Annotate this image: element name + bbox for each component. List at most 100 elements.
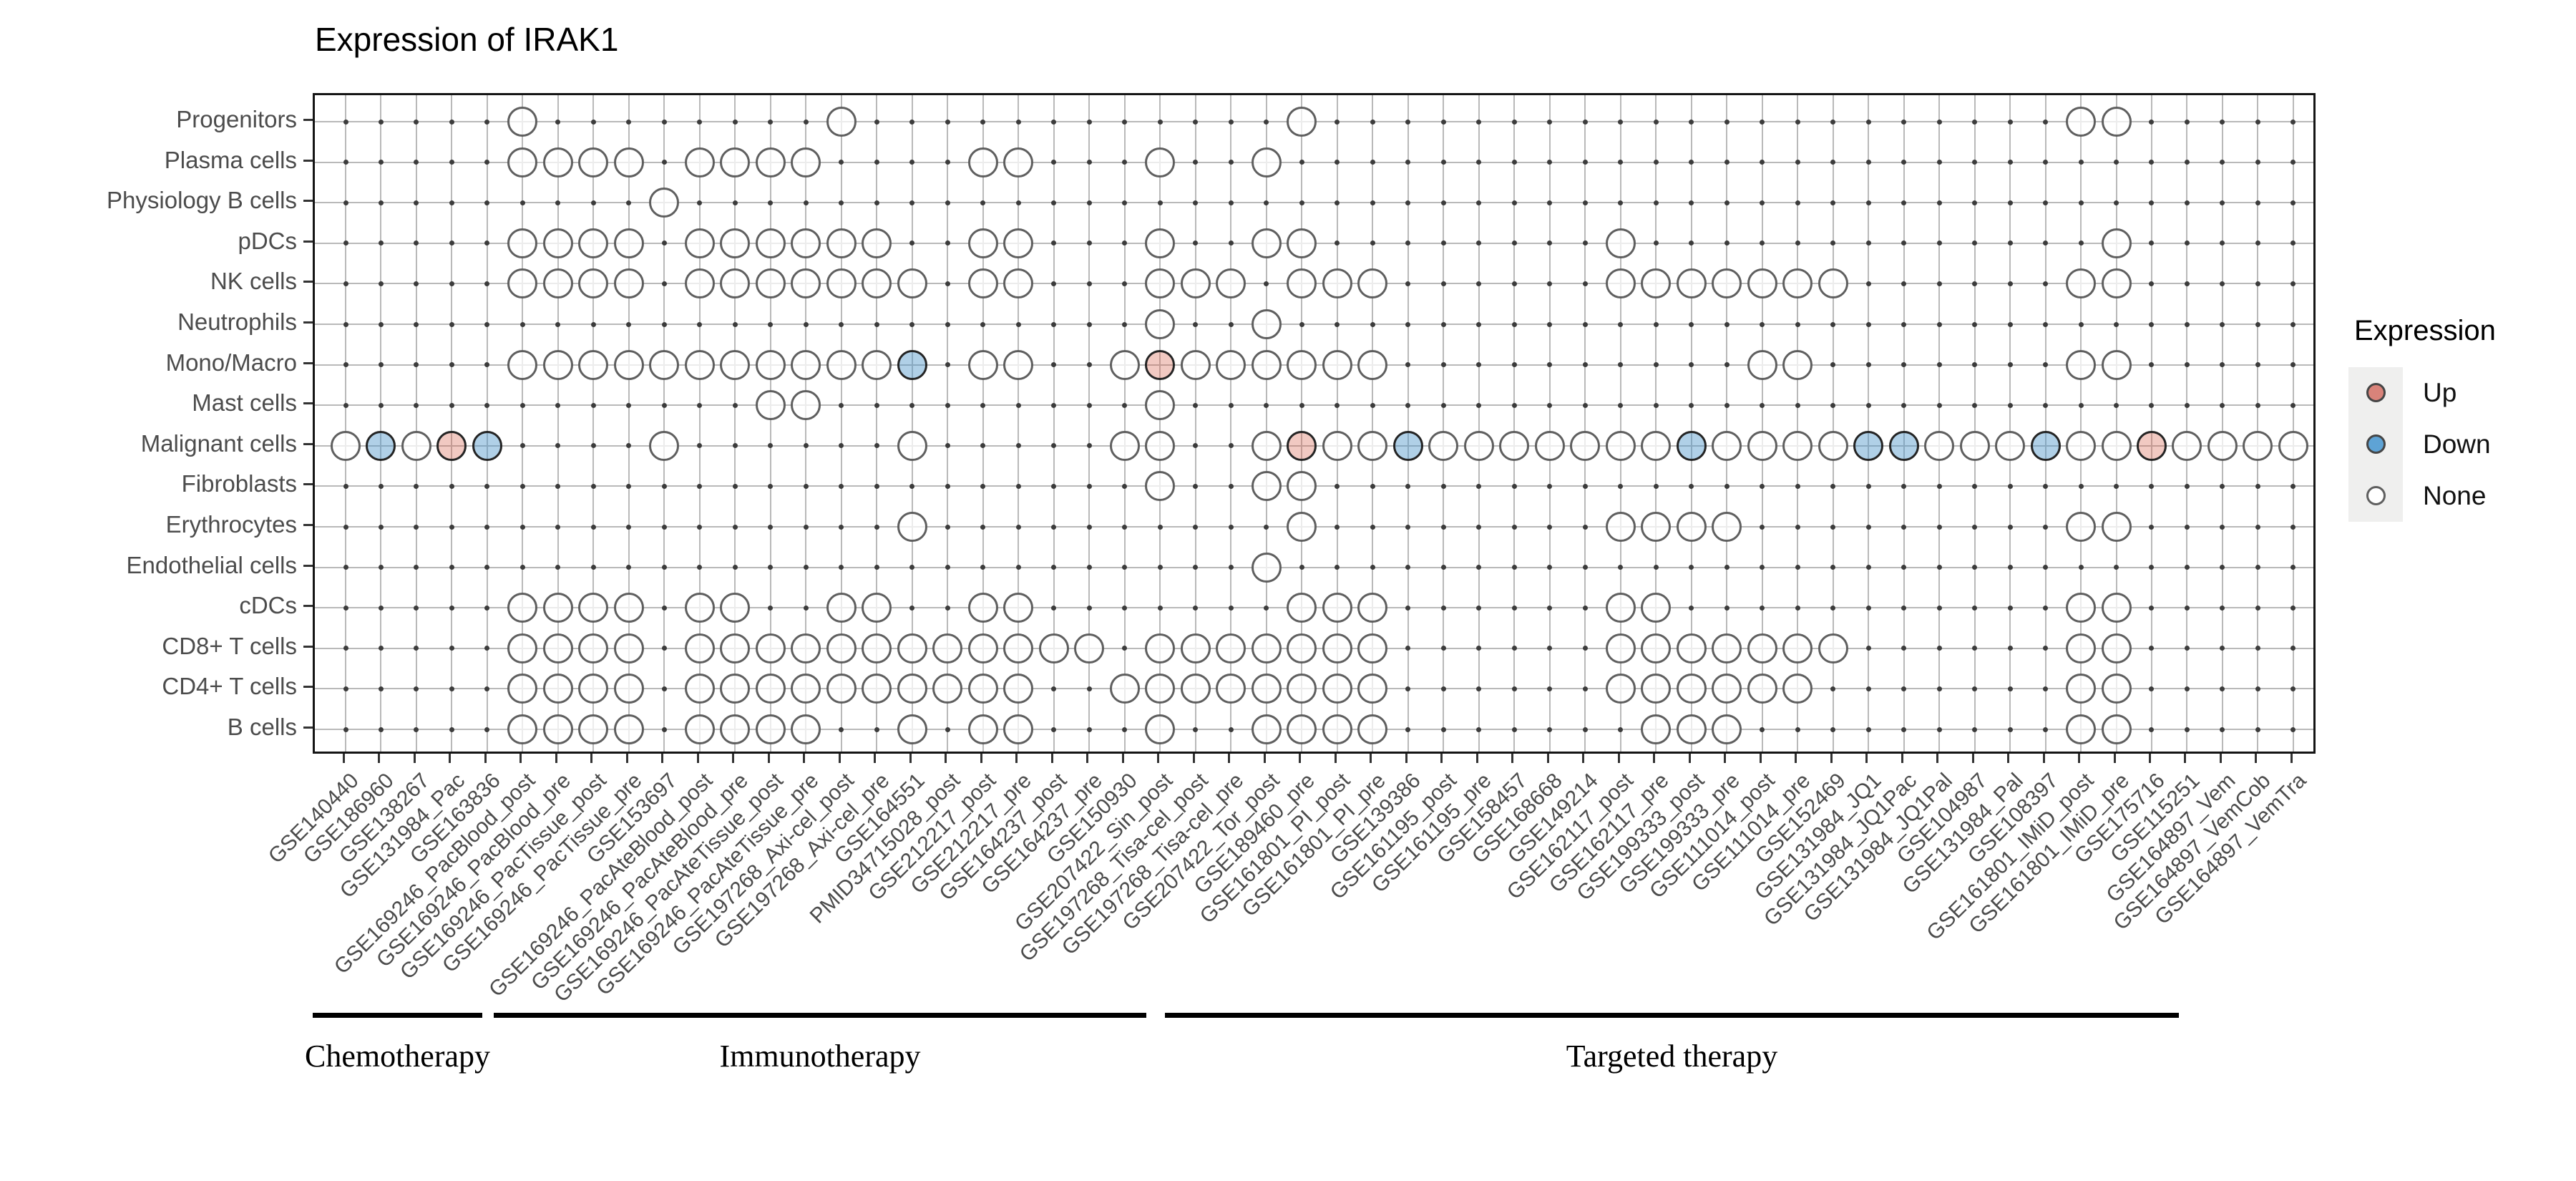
expression-circle-none[interactable]	[1322, 674, 1352, 704]
expression-circle-none[interactable]	[1287, 512, 1317, 542]
expression-circle-none[interactable]	[2101, 349, 2132, 380]
expression-circle-none[interactable]	[1287, 633, 1317, 664]
expression-circle-none[interactable]	[1357, 430, 1388, 461]
expression-circle-none[interactable]	[1641, 674, 1672, 704]
expression-circle-none[interactable]	[1605, 268, 1636, 299]
expression-circle-none[interactable]	[578, 593, 609, 623]
expression-circle-none[interactable]	[2101, 107, 2132, 137]
y-axis-label[interactable]: Mono/Macro	[165, 349, 297, 376]
expression-circle-none[interactable]	[1251, 430, 1282, 461]
expression-circle-none[interactable]	[1145, 471, 1176, 502]
expression-circle-none[interactable]	[1641, 268, 1672, 299]
expression-circle-none[interactable]	[1357, 714, 1388, 744]
expression-circle-none[interactable]	[720, 714, 751, 744]
expression-circle-none[interactable]	[897, 512, 927, 542]
expression-circle-none[interactable]	[684, 633, 715, 664]
expression-circle-none[interactable]	[1180, 633, 1211, 664]
expression-circle-up[interactable]	[2136, 430, 2167, 461]
expression-circle-none[interactable]	[967, 633, 998, 664]
expression-circle-none[interactable]	[791, 349, 821, 380]
expression-circle-none[interactable]	[542, 349, 573, 380]
expression-circle-none[interactable]	[1428, 430, 1459, 461]
expression-circle-none[interactable]	[932, 633, 963, 664]
expression-circle-none[interactable]	[897, 268, 927, 299]
expression-circle-none[interactable]	[897, 430, 927, 461]
expression-circle-none[interactable]	[1003, 674, 1034, 704]
expression-circle-none[interactable]	[1712, 512, 1742, 542]
expression-circle-none[interactable]	[967, 228, 998, 258]
expression-circle-none[interactable]	[1322, 593, 1352, 623]
expression-circle-none[interactable]	[755, 674, 786, 704]
expression-circle-none[interactable]	[613, 593, 644, 623]
expression-circle-none[interactable]	[1251, 309, 1282, 339]
expression-circle-none[interactable]	[2101, 714, 2132, 744]
expression-circle-none[interactable]	[1747, 430, 1777, 461]
expression-circle-none[interactable]	[1109, 430, 1140, 461]
expression-circle-none[interactable]	[967, 674, 998, 704]
expression-circle-none[interactable]	[1287, 228, 1317, 258]
expression-circle-none[interactable]	[1145, 390, 1176, 421]
expression-circle-none[interactable]	[1641, 593, 1672, 623]
expression-circle-none[interactable]	[826, 674, 857, 704]
expression-circle-none[interactable]	[862, 593, 892, 623]
expression-circle-none[interactable]	[1782, 633, 1813, 664]
expression-circle-none[interactable]	[578, 147, 609, 178]
expression-circle-none[interactable]	[897, 674, 927, 704]
expression-circle-none[interactable]	[1712, 633, 1742, 664]
expression-circle-none[interactable]	[791, 268, 821, 299]
expression-circle-none[interactable]	[1109, 674, 1140, 704]
expression-circle-none[interactable]	[1782, 268, 1813, 299]
expression-circle-none[interactable]	[1145, 430, 1176, 461]
expression-circle-none[interactable]	[1003, 268, 1034, 299]
expression-circle-none[interactable]	[967, 714, 998, 744]
y-axis-label[interactable]: NK cells	[210, 268, 297, 295]
expression-circle-down[interactable]	[2030, 430, 2061, 461]
expression-circle-none[interactable]	[1251, 228, 1282, 258]
expression-circle-none[interactable]	[1074, 633, 1105, 664]
expression-circle-none[interactable]	[862, 268, 892, 299]
expression-circle-none[interactable]	[791, 674, 821, 704]
expression-circle-none[interactable]	[1180, 674, 1211, 704]
expression-circle-none[interactable]	[1251, 349, 1282, 380]
expression-circle-none[interactable]	[1641, 512, 1672, 542]
expression-circle-none[interactable]	[1322, 268, 1352, 299]
expression-circle-none[interactable]	[862, 633, 892, 664]
expression-circle-none[interactable]	[542, 228, 573, 258]
expression-circle-none[interactable]	[2101, 228, 2132, 258]
expression-circle-none[interactable]	[1924, 430, 1955, 461]
expression-circle-none[interactable]	[720, 674, 751, 704]
expression-circle-none[interactable]	[507, 228, 538, 258]
expression-circle-none[interactable]	[542, 714, 573, 744]
expression-circle-none[interactable]	[2066, 268, 2096, 299]
expression-circle-none[interactable]	[613, 349, 644, 380]
expression-circle-none[interactable]	[1287, 593, 1317, 623]
expression-circle-none[interactable]	[2066, 714, 2096, 744]
y-axis-label[interactable]: CD4+ T cells	[162, 673, 297, 700]
expression-circle-none[interactable]	[1676, 714, 1707, 744]
expression-circle-down[interactable]	[1888, 430, 1919, 461]
expression-circle-none[interactable]	[1251, 674, 1282, 704]
y-axis-label[interactable]: Neutrophils	[177, 308, 297, 335]
expression-circle-none[interactable]	[1605, 674, 1636, 704]
expression-circle-none[interactable]	[755, 228, 786, 258]
expression-circle-none[interactable]	[507, 147, 538, 178]
y-axis-label[interactable]: CD8+ T cells	[162, 632, 297, 659]
expression-circle-none[interactable]	[1959, 430, 1990, 461]
expression-circle-down[interactable]	[1392, 430, 1423, 461]
expression-circle-none[interactable]	[720, 633, 751, 664]
expression-circle-none[interactable]	[826, 268, 857, 299]
y-axis-label[interactable]: Plasma cells	[164, 146, 297, 173]
expression-circle-none[interactable]	[2101, 512, 2132, 542]
expression-circle-none[interactable]	[1145, 147, 1176, 178]
expression-circle-none[interactable]	[1287, 714, 1317, 744]
expression-circle-none[interactable]	[1322, 349, 1352, 380]
expression-circle-none[interactable]	[826, 228, 857, 258]
expression-circle-none[interactable]	[967, 349, 998, 380]
expression-circle-none[interactable]	[1287, 674, 1317, 704]
expression-circle-none[interactable]	[1180, 268, 1211, 299]
expression-circle-none[interactable]	[791, 633, 821, 664]
expression-circle-none[interactable]	[1676, 674, 1707, 704]
expression-circle-none[interactable]	[2066, 674, 2096, 704]
expression-circle-none[interactable]	[1251, 147, 1282, 178]
expression-circle-none[interactable]	[1216, 674, 1246, 704]
